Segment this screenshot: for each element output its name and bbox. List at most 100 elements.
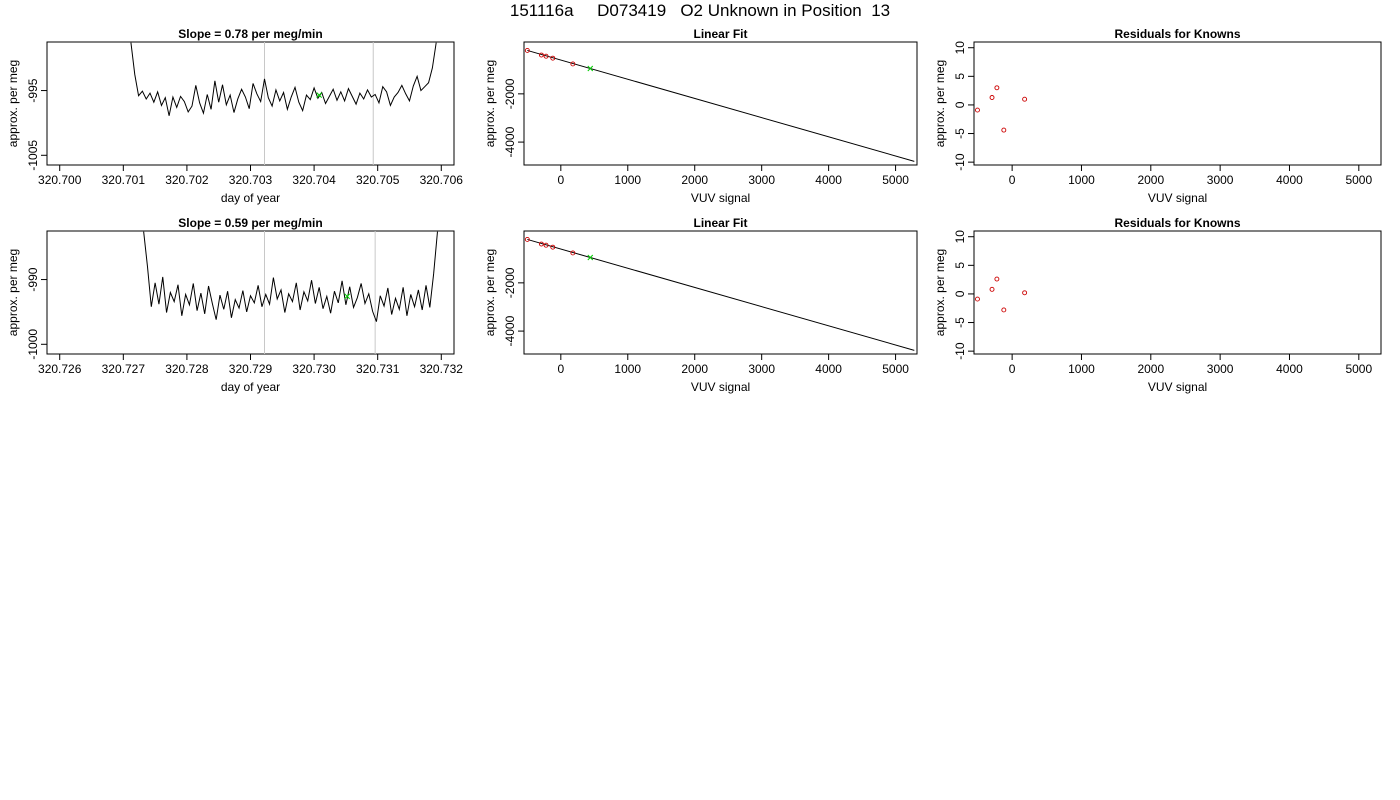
ts1-y-axis-label: approx. per meg (6, 60, 20, 147)
fit1-data-point (524, 47, 530, 53)
res2-title: Residuals for Knowns (1114, 216, 1240, 230)
fit1-x-axis-label: VUV signal (691, 191, 750, 205)
fit1-x-tick-label: 2000 (681, 173, 708, 187)
fit1-y-tick-label: -4000 (503, 126, 517, 157)
chart-linear-fit-1: Linear Fit 0 1000 2000 3000 4000 5000 -4000 -200… (483, 27, 918, 205)
chart-timeseries-2: Slope = 0.59 per meg/min 320.726 320.727 32… (6, 216, 463, 394)
ts1-x-tick-label: 320.703 (229, 173, 273, 187)
res2-data-point (1001, 307, 1007, 313)
chart-timeseries-1: Slope = 0.78 per meg/min 320.700 320.701 32… (6, 27, 463, 205)
chart-residuals-2: Residuals for Knowns 0 1000 2000 3000 4000 500… (933, 216, 1382, 394)
fit2-data-point (538, 241, 544, 247)
res2-x-tick-label: 0 (1009, 362, 1016, 376)
fit1-x-tick-label: 3000 (748, 173, 775, 187)
fit1-plot-frame (523, 41, 918, 166)
fit1-y-tick-label: -2000 (503, 78, 517, 109)
fit1-data-point (543, 53, 549, 59)
ts2-x-tick-label: 320.727 (102, 362, 146, 376)
res2-y-tick-label: -10 (953, 342, 967, 360)
ts2-x-tick-label: 320.729 (229, 362, 273, 376)
res1-data-point (975, 107, 980, 113)
res2-x-tick-label: 3000 (1207, 362, 1234, 376)
fit2-plot-frame (523, 230, 918, 355)
ts1-unknown-marker (316, 92, 323, 98)
ts2-y-axis-label: approx. per meg (6, 249, 20, 336)
res1-x-tick-label: 0 (1009, 173, 1016, 187)
fit2-x-tick-label: 2000 (681, 362, 708, 376)
ts1-x-tick-label: 320.704 (292, 173, 336, 187)
fit2-x-tick-label: 1000 (614, 362, 641, 376)
ts2-x-tick-label: 320.731 (356, 362, 400, 376)
res2-plot-frame (973, 230, 1382, 355)
ts2-unknown-marker (344, 293, 351, 300)
ts2-x-tick-label: 320.728 (165, 362, 209, 376)
fit1-fit-line (527, 49, 915, 162)
fit2-x-tick-label: 3000 (748, 362, 775, 376)
ts1-x-axis-label: day of year (221, 191, 280, 205)
fit2-y-axis-label: approx. per meg (483, 249, 497, 336)
res2-y-axis-label: approx. per meg (933, 249, 947, 336)
fit2-data-point (550, 244, 556, 250)
fit2-x-axis-label: VUV signal (691, 380, 750, 394)
ts2-y-tick-label: -990 (26, 267, 40, 291)
res2-x-tick-label: 5000 (1345, 362, 1372, 376)
ts1-x-tick-label: 320.705 (356, 173, 400, 187)
ts2-x-tick-label: 320.732 (420, 362, 464, 376)
chart-residuals-1: Residuals for Knowns 0 1000 2000 3000 4000 500… (933, 27, 1382, 205)
res1-data-point (989, 95, 995, 100)
res2-y-tick-label: -5 (953, 317, 967, 328)
chart-linear-fit-2: Linear Fit 0 1000 2000 3000 4000 5000 -4000 -200… (483, 216, 918, 394)
res2-x-tick-label: 1000 (1068, 362, 1095, 376)
ts2-title: Slope = 0.59 per meg/min (178, 216, 322, 230)
res1-x-tick-label: 1000 (1068, 173, 1095, 187)
ts1-plot-area (130, 42, 437, 165)
fit2-y-tick-label: -4000 (503, 315, 517, 346)
res1-plot-frame (973, 41, 1382, 166)
res1-y-tick-label: -10 (953, 153, 967, 171)
fit1-x-tick-label: 5000 (882, 173, 909, 187)
res1-title: Residuals for Knowns (1114, 27, 1240, 41)
res2-data-point (1022, 290, 1028, 296)
fit2-x-tick-label: 0 (557, 362, 564, 376)
res1-y-tick-label: 0 (953, 101, 967, 108)
fit1-data-point (570, 61, 576, 67)
fit2-data-point (543, 242, 549, 248)
ts1-x-tick-label: 320.706 (420, 173, 464, 187)
res1-data-point (1022, 96, 1028, 102)
fit1-data-point (538, 52, 544, 58)
page-title: 151116a D073419 O2 Unknown in Position 1… (509, 1, 891, 20)
ts1-x-tick-label: 320.701 (102, 173, 146, 187)
res1-x-axis-label: VUV signal (1148, 191, 1207, 205)
res1-data-point (994, 85, 1000, 91)
fit2-title: Linear Fit (693, 216, 747, 230)
res2-x-tick-label: 4000 (1276, 362, 1303, 376)
fit1-x-tick-label: 1000 (614, 173, 641, 187)
res1-plot-area (975, 85, 1028, 133)
ts2-y-tick-label: -1000 (26, 329, 40, 360)
res1-x-tick-label: 3000 (1207, 173, 1234, 187)
res1-data-point (1001, 127, 1007, 133)
fit2-x-tick-label: 5000 (882, 362, 909, 376)
res2-data-point (989, 286, 995, 292)
res1-y-tick-label: 10 (953, 41, 967, 55)
res2-x-tick-label: 2000 (1137, 362, 1164, 376)
ts1-y-tick-label: -1005 (26, 140, 40, 171)
fit1-x-tick-label: 4000 (815, 173, 842, 187)
fit1-x-tick-label: 0 (557, 173, 564, 187)
res2-plot-area (975, 276, 1028, 313)
fit2-plot-area (524, 236, 915, 351)
res1-y-tick-label: 5 (953, 73, 967, 80)
fit1-title: Linear Fit (693, 27, 747, 41)
ts2-series-line (143, 231, 438, 322)
ts1-y-tick-label: -995 (26, 78, 40, 102)
fit1-y-axis-label: approx. per meg (483, 60, 497, 147)
ts2-plot-area (143, 231, 438, 354)
res2-x-axis-label: VUV signal (1148, 380, 1207, 394)
fit1-plot-area (524, 47, 915, 162)
fit2-y-tick-label: -2000 (503, 267, 517, 298)
ts2-x-tick-label: 320.726 (38, 362, 82, 376)
fit2-data-point (570, 250, 576, 256)
res2-y-tick-label: 0 (953, 290, 967, 297)
ts1-title: Slope = 0.78 per meg/min (178, 27, 322, 41)
ts2-x-axis-label: day of year (221, 380, 280, 394)
